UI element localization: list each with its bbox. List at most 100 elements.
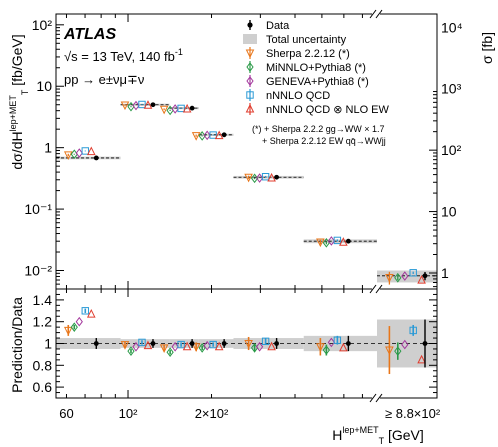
axis-break-mask	[371, 10, 380, 18]
x-tick-label: 2×10²	[195, 406, 229, 421]
axis-break-mask	[371, 285, 380, 293]
prediction-marker	[159, 105, 169, 115]
ratio-y-tick-label: 1.2	[33, 314, 53, 330]
ratio-data-point	[93, 341, 99, 346]
ratio-y-tick-label: 0.6	[33, 379, 53, 395]
ratio-prediction-marker	[198, 343, 206, 353]
legend-data-marker	[247, 22, 253, 28]
ratio-prediction-marker	[267, 341, 276, 351]
main-y-tick-label: 10²	[32, 17, 53, 33]
axis-break-mark	[369, 393, 377, 403]
ratio-prediction-marker	[327, 337, 335, 348]
data-point	[345, 238, 351, 244]
ratio-data-point	[274, 341, 280, 346]
prediction-marker	[75, 148, 83, 158]
ratio-prediction-marker	[166, 347, 174, 358]
ratio-y-axis-label: Prediction/Data	[9, 297, 25, 393]
x-tick-label: 10²	[119, 406, 138, 421]
axis-break-mark	[369, 9, 377, 19]
legend-series-marker	[245, 49, 255, 59]
ratio-prediction-marker	[75, 316, 83, 327]
ratio-prediction-marker	[339, 342, 348, 352]
axis-break-mask	[371, 394, 380, 402]
data-point	[274, 174, 280, 180]
prediction-marker	[261, 173, 270, 181]
x-axis-label: Hlep+METT [GeV]	[332, 425, 424, 446]
main-y-tick-label: 10	[36, 78, 52, 94]
axis-break-mark	[375, 393, 383, 403]
right-y-axis-label: σ [fb]	[479, 32, 495, 64]
axis-break-mark	[369, 284, 377, 294]
ratio-uncertainty-band	[56, 338, 121, 349]
data-point	[221, 132, 227, 138]
ratio-plot-frame	[55, 288, 438, 399]
ratio-prediction-marker	[333, 336, 342, 344]
prediction-marker	[120, 101, 130, 111]
prediction-marker	[409, 269, 417, 277]
data-point	[189, 105, 195, 111]
legend-data-label: Data	[266, 20, 290, 32]
ratio-prediction-marker	[385, 346, 394, 356]
ratio-prediction-marker	[120, 341, 130, 350]
ratio-prediction-marker	[182, 341, 192, 351]
prediction-marker	[250, 173, 259, 184]
legend-series-marker	[246, 76, 254, 86]
prediction-marker	[177, 104, 185, 113]
right-y-tick-label: 10²	[441, 142, 462, 158]
ratio-prediction-marker	[159, 344, 169, 353]
ratio-prediction-marker	[409, 326, 417, 335]
prediction-marker	[255, 173, 264, 183]
data-point	[93, 155, 99, 161]
data-point	[422, 273, 428, 279]
right-y-tick-label: 10³	[441, 81, 462, 97]
legend-footnote: (*) + Sherpa 2.2.2 gg→WW × 1.7	[252, 124, 385, 134]
main-y-tick-label: 10⁻¹	[24, 201, 52, 217]
ratio-prediction-marker	[138, 338, 146, 347]
prediction-marker	[385, 273, 394, 283]
prediction-marker	[244, 173, 253, 183]
data-point	[150, 102, 156, 108]
legend-series-marker	[246, 91, 254, 99]
ratio-prediction-marker	[244, 340, 253, 349]
prediction-marker	[209, 131, 217, 139]
ratio-y-tick-label: 1.4	[33, 292, 53, 308]
ratio-prediction-marker	[261, 337, 270, 346]
experiment-label: ATLAS	[63, 26, 116, 43]
right-y-tick-label: 10	[441, 204, 457, 220]
legend-uncertainty-swatch	[243, 34, 257, 44]
prediction-marker	[203, 130, 211, 141]
x-tick-label: ≥ 8.8×10²	[385, 406, 441, 421]
prediction-marker	[132, 100, 140, 111]
ratio-data-point	[221, 341, 227, 346]
axis-labels: 60 10² 2×10² ≥ 8.8×10² 10⁻² 10⁻¹ 1 10 10² 1 10 10² 1…	[8, 17, 495, 446]
prediction-marker	[339, 237, 348, 246]
ratio-prediction-marker	[417, 354, 426, 364]
main-y-tick-label: 10⁻²	[24, 263, 52, 279]
prediction-marker	[143, 100, 153, 109]
legend-series-marker	[245, 103, 255, 113]
axis-ticks	[56, 14, 437, 399]
ratio-prediction-marker	[81, 307, 89, 315]
legend-series-label: nNNLO QCD	[266, 90, 330, 102]
ratio-prediction-marker	[70, 322, 78, 332]
prediction-marker	[417, 275, 426, 284]
prediction-marker	[333, 236, 342, 245]
legend-series-label: MiNNLO+Pythia8 (*)	[266, 62, 366, 74]
prediction-marker	[171, 104, 179, 114]
ratio-data-point	[345, 341, 351, 346]
prediction-marker	[191, 132, 201, 141]
ratio-prediction-marker	[191, 343, 201, 352]
ratio-prediction-marker	[401, 339, 409, 350]
ratio-prediction-marker	[214, 341, 224, 351]
ratio-prediction-marker	[394, 346, 402, 356]
main-y-axis-label: dσ/dHlep+METT [fb/GeV]	[8, 34, 30, 169]
ratio-prediction-marker	[132, 341, 140, 352]
ratio-data-point	[189, 341, 195, 346]
prediction-marker	[182, 103, 192, 113]
legend-series-label: GENEVA+Pythia8 (*)	[266, 76, 369, 88]
prediction-marker	[394, 272, 402, 283]
ratio-prediction-marker	[316, 343, 325, 352]
prediction-marker	[267, 172, 276, 182]
ratio-prediction-marker	[177, 340, 185, 349]
ratio-data-point	[150, 341, 156, 346]
